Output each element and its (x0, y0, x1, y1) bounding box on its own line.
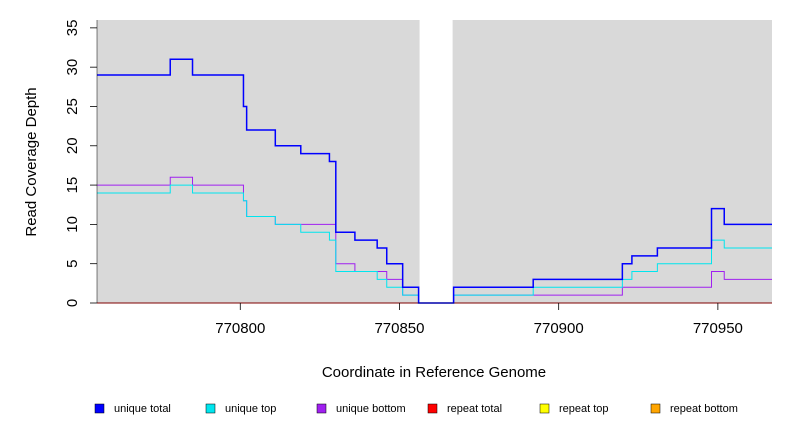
legend-label: unique top (225, 403, 276, 415)
y-tick-label: 10 (64, 216, 81, 233)
x-tick-label: 770950 (693, 320, 743, 337)
legend-swatch (94, 403, 105, 414)
legend-swatch (650, 403, 661, 414)
legend-label: repeat total (447, 403, 502, 415)
series-unique-total (97, 58, 772, 304)
legend-swatch (205, 403, 216, 414)
legend-swatch (427, 403, 438, 414)
y-tick-label: 15 (64, 177, 81, 194)
series-unique-top (97, 184, 772, 304)
y-tick-label: 25 (64, 98, 81, 115)
legend-label: repeat top (559, 403, 609, 415)
x-tick-label: 770900 (534, 320, 584, 337)
legend-label: unique bottom (336, 403, 406, 415)
legend: unique total unique top unique bottom repea… (94, 403, 738, 415)
x-tick-label: 770850 (374, 320, 424, 337)
legend-swatch (316, 403, 327, 414)
x-tick-label: 770800 (215, 320, 265, 337)
y-tick-label: 30 (64, 59, 81, 76)
y-tick-label: 5 (64, 260, 81, 268)
y-axis-title: Read Coverage Depth (23, 87, 40, 236)
x-axis-title: Coordinate in Reference Genome (322, 364, 546, 381)
legend-label: unique total (114, 403, 171, 415)
y-tick-label: 35 (64, 20, 81, 37)
legend-swatch (539, 403, 550, 414)
y-tick-label: 20 (64, 137, 81, 154)
gap-region (419, 20, 453, 303)
legend-label: repeat bottom (670, 403, 738, 415)
y-tick-label: 0 (64, 299, 81, 307)
